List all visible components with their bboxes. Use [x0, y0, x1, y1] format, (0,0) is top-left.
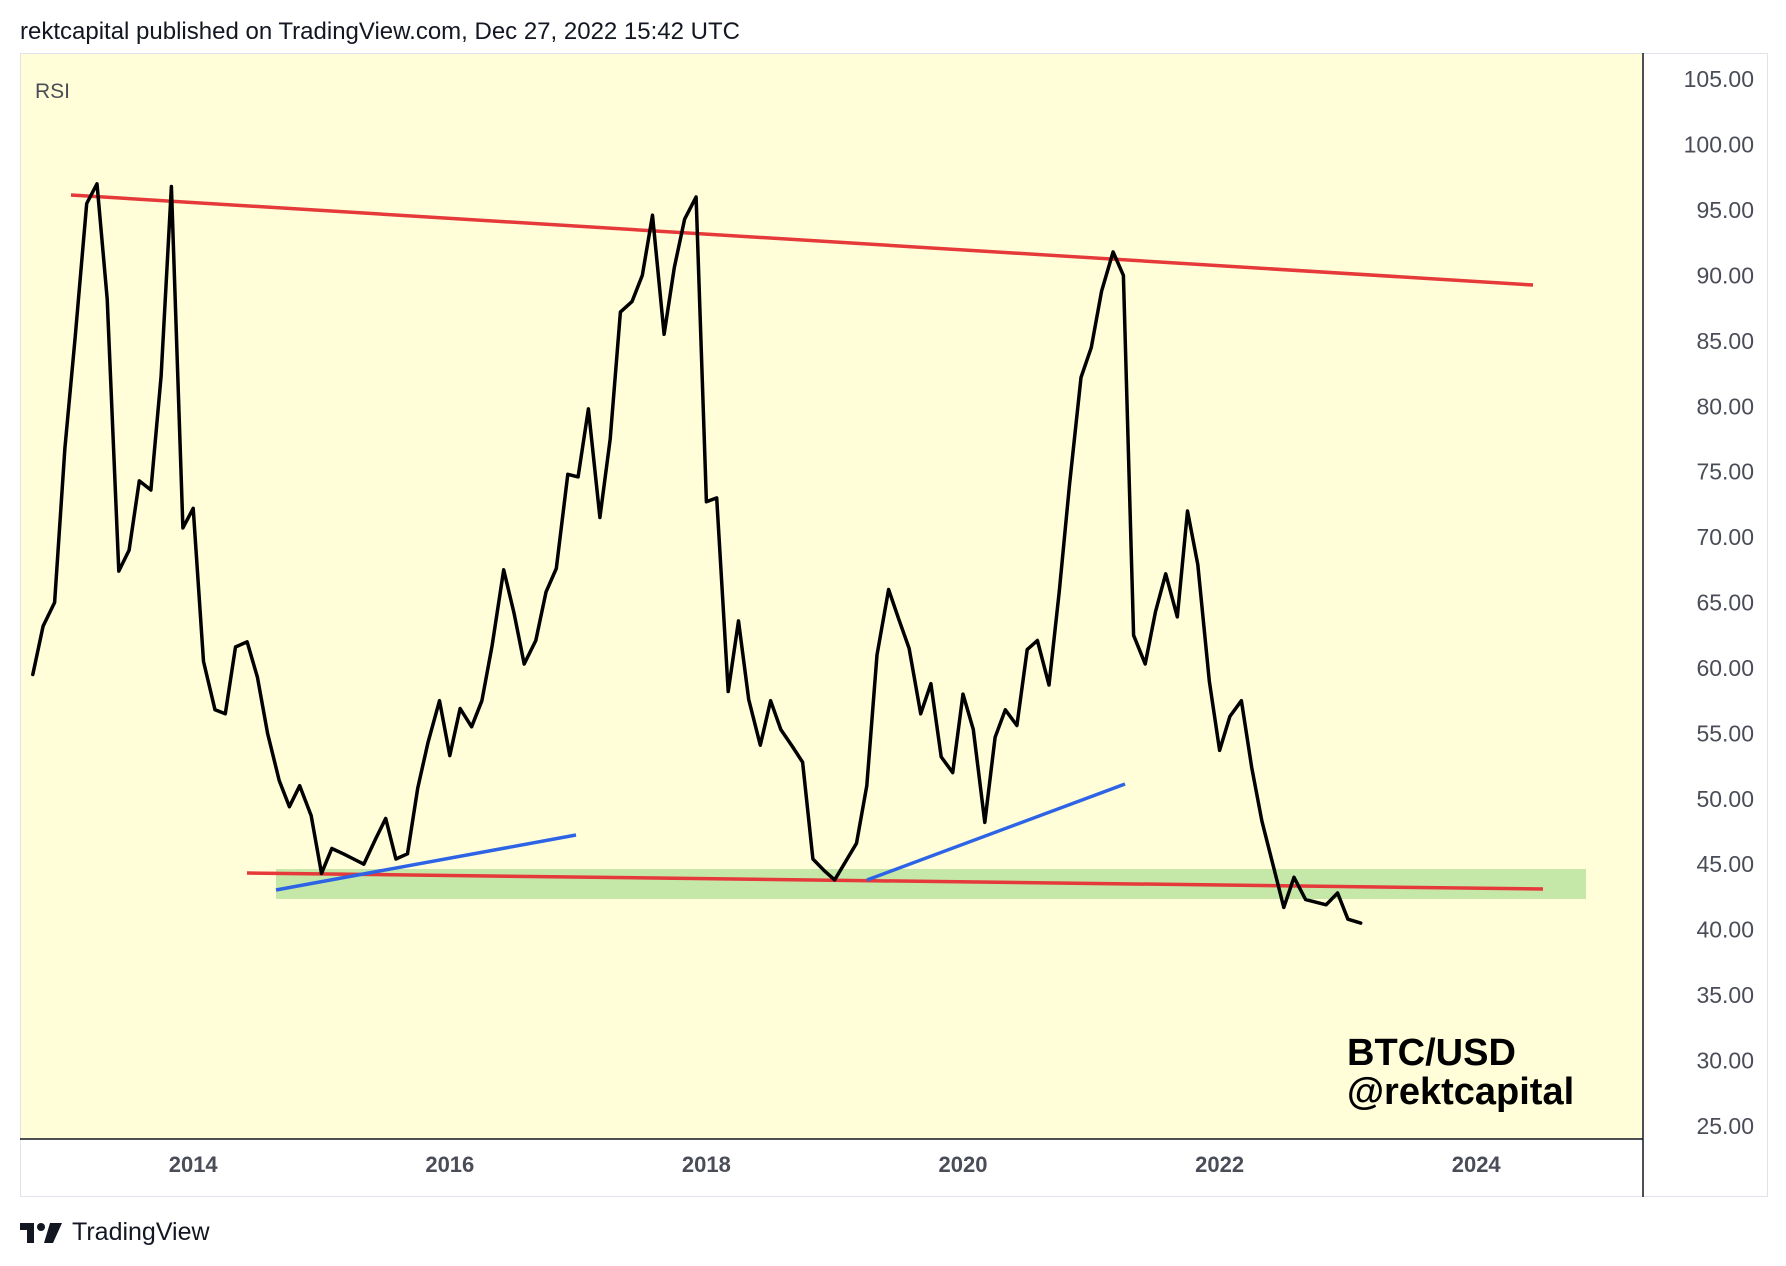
footer-brand: TradingView [72, 1218, 210, 1246]
tradingview-logo-icon [20, 1222, 62, 1243]
rising-trendline-2019[interactable] [866, 782, 1126, 882]
publish-header: rektcapital published on TradingView.com… [20, 18, 740, 45]
y-tick-label: 105.00 [1684, 66, 1754, 92]
watermark-pair: BTC/USD [1347, 1032, 1516, 1074]
rsi-chart: RSI 105.00 100.00 95.00 90.00 85.00 80.00 75.0… [20, 53, 1767, 1197]
plot-area[interactable] [21, 54, 1643, 1139]
rising-trendline-2015[interactable] [275, 833, 577, 892]
y-tick-label: 40.00 [1696, 917, 1754, 943]
chart-frame [20, 53, 1768, 1197]
x-tick-label: 2016 [425, 1152, 474, 1177]
x-tick-label: 2014 [169, 1152, 219, 1177]
y-tick-label: 80.00 [1696, 393, 1754, 419]
y-tick-label: 30.00 [1696, 1047, 1754, 1073]
time-axis[interactable] [21, 1139, 1643, 1196]
watermark: BTC/USD @rektcapital [1347, 1032, 1574, 1113]
y-tick-label: 90.00 [1696, 262, 1754, 288]
y-tick-label: 65.00 [1696, 590, 1754, 616]
watermark-handle: @rektcapital [1347, 1071, 1574, 1113]
support-trendline[interactable] [246, 871, 1544, 891]
x-tick-label: 2020 [939, 1152, 988, 1177]
y-tick-labels: 105.00 100.00 95.00 90.00 85.00 80.00 75.00 70.… [1684, 66, 1754, 1139]
resistance-trendline[interactable] [70, 193, 1534, 287]
y-tick-label: 85.00 [1696, 328, 1754, 354]
x-tick-label: 2018 [682, 1152, 731, 1177]
y-tick-label: 70.00 [1696, 524, 1754, 550]
x-tick-labels: 2014 2016 2018 2020 2022 2024 [169, 1152, 1502, 1177]
y-tick-label: 60.00 [1696, 655, 1754, 681]
y-tick-label: 35.00 [1696, 982, 1754, 1008]
y-tick-label: 75.00 [1696, 459, 1754, 485]
y-tick-label: 25.00 [1696, 1113, 1754, 1139]
price-scale[interactable] [1643, 54, 1767, 1139]
support-zone[interactable] [276, 869, 1586, 899]
indicator-title: RSI [35, 80, 70, 103]
footer[interactable]: TradingView [20, 1218, 210, 1247]
rsi-series-line[interactable] [31, 182, 1363, 925]
y-tick-label: 95.00 [1696, 197, 1754, 223]
y-tick-label: 50.00 [1696, 786, 1754, 812]
y-tick-label: 100.00 [1684, 132, 1754, 158]
x-tick-label: 2022 [1195, 1152, 1244, 1177]
y-tick-label: 55.00 [1696, 720, 1754, 746]
x-tick-label: 2024 [1452, 1152, 1502, 1177]
y-tick-label: 45.00 [1696, 851, 1754, 877]
